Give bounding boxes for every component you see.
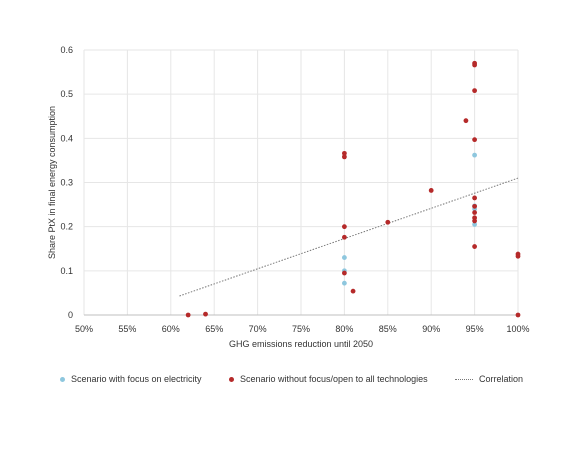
- y-tick-label: 0.1: [60, 266, 73, 276]
- point-open: [428, 188, 434, 193]
- y-tick-label: 0.4: [60, 133, 73, 143]
- y-tick-label: 0.5: [60, 89, 73, 99]
- legend: Scenario with focus on electricity Scena…: [0, 374, 581, 390]
- correlation-line: [179, 177, 519, 297]
- point-open: [472, 88, 477, 94]
- x-tick-label: 90%: [422, 324, 440, 334]
- legend-electricity-label: Scenario with focus on electricity: [71, 374, 202, 384]
- legend-item-open: Scenario without focus/open to all techn…: [229, 374, 428, 384]
- point-electricity: [342, 255, 347, 260]
- point-open: [342, 234, 347, 240]
- point-open: [472, 137, 477, 143]
- legend-item-electricity: Scenario with focus on electricity: [60, 374, 202, 384]
- point-open: [342, 270, 347, 276]
- point-open: [342, 150, 347, 156]
- point-open: [463, 118, 469, 124]
- legend-electricity-marker: [60, 376, 65, 382]
- point-open: [350, 288, 356, 294]
- x-tick-label: 65%: [205, 324, 223, 334]
- point-electricity: [342, 280, 347, 286]
- x-axis-title: GHG emissions reduction until 2050: [229, 339, 373, 349]
- point-open: [472, 244, 477, 249]
- point-open: [472, 203, 477, 209]
- legend-item-correlation: Correlation: [455, 374, 523, 384]
- y-tick-label: 0.2: [60, 222, 73, 232]
- grid: [83, 49, 519, 316]
- correlation-layer: [179, 177, 519, 297]
- x-tick-label: 55%: [118, 324, 136, 334]
- y-tick-label: 0.3: [60, 178, 73, 188]
- y-tick-label: 0: [68, 310, 73, 320]
- point-open: [203, 311, 208, 317]
- point-electricity: [472, 222, 477, 227]
- x-tick-label: 80%: [335, 324, 353, 334]
- legend-correlation-label: Correlation: [479, 374, 524, 384]
- point-open: [472, 210, 477, 215]
- points-layer: [185, 60, 521, 318]
- tick-labels: 50% 55% 60% 65% 70% 75% 80% 85% 90% 95% 100% 0 0.1 0.…: [60, 45, 529, 334]
- point-open: [515, 253, 521, 259]
- y-tick-label: 0.6: [60, 45, 73, 55]
- point-open: [472, 62, 477, 68]
- x-tick-label: 100%: [506, 324, 529, 334]
- point-electricity: [472, 152, 477, 158]
- point-open: [342, 154, 347, 160]
- legend-open-marker: [229, 376, 234, 382]
- x-tick-label: 60%: [162, 324, 180, 334]
- point-open: [342, 224, 347, 230]
- x-tick-label: 50%: [75, 324, 93, 334]
- y-axis-title: Share PtX in final energy consumption: [47, 106, 57, 259]
- point-open: [385, 219, 391, 225]
- point-open: [185, 312, 191, 318]
- point-open: [472, 218, 477, 224]
- point-open: [472, 195, 477, 201]
- x-tick-label: 75%: [292, 324, 310, 334]
- legend-open-label: Scenario without focus/open to all techn…: [240, 374, 428, 384]
- legend-correlation-marker: [455, 378, 473, 380]
- x-tick-label: 85%: [379, 324, 397, 334]
- point-open: [515, 312, 521, 318]
- x-tick-label: 70%: [249, 324, 267, 334]
- x-tick-label: 95%: [466, 324, 484, 334]
